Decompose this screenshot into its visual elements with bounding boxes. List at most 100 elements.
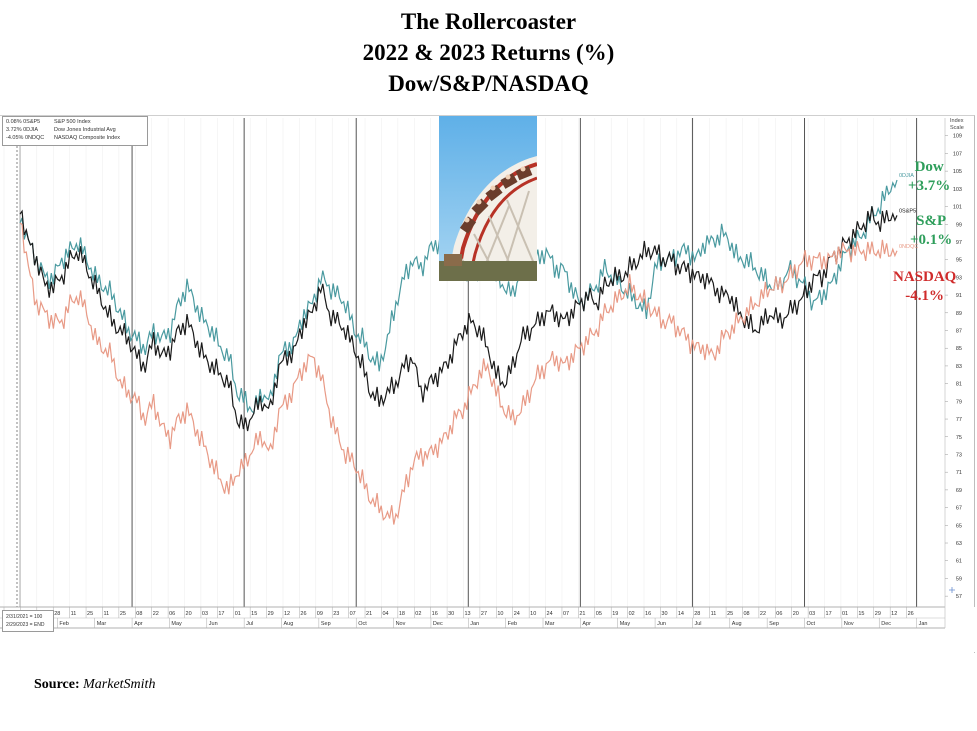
week-tick-label: 07 <box>350 611 356 617</box>
chart-date-note: 2/31/2021 = 100 2/29/2023 = END <box>2 610 54 632</box>
index-scale-label: Index Scale <box>950 118 964 132</box>
month-tick-label: Feb <box>508 621 517 627</box>
sp-return-annotation: S&P +0.1% <box>910 212 952 250</box>
week-tick-label: 12 <box>891 611 897 617</box>
series-end-tag: 0NDQC <box>899 244 918 250</box>
source-name: MarketSmith <box>83 677 156 692</box>
y-tick-label: 65 <box>956 523 962 529</box>
sp-label: S&P <box>916 213 947 229</box>
month-tick-label: Mar <box>97 621 107 627</box>
week-tick-label: 30 <box>448 611 454 617</box>
y-tick-label: 77 <box>956 417 962 423</box>
legend-value: -4.05% 0NDQC <box>6 135 45 141</box>
x-axis-strip <box>0 607 975 652</box>
nasdaq-return: -4.1% <box>905 288 945 304</box>
week-tick-label: 03 <box>809 611 815 617</box>
week-tick-label: 10 <box>497 611 503 617</box>
week-tick-label: 11 <box>71 611 77 617</box>
month-tick-label: Jan <box>919 621 928 627</box>
y-tick-label: 67 <box>956 506 962 512</box>
y-tick-label: 79 <box>956 399 962 405</box>
week-tick-label: 21 <box>579 611 585 617</box>
series-line-0ndqc <box>19 222 898 525</box>
month-tick-label: May <box>171 621 182 627</box>
week-tick-label: 08 <box>743 611 749 617</box>
legend-name: NASDAQ Composite Index <box>54 135 121 141</box>
y-tick-label: 91 <box>956 293 962 299</box>
month-tick-label: Sep <box>321 621 331 627</box>
y-tick-label: 87 <box>956 329 962 335</box>
week-tick-label: 26 <box>908 611 914 617</box>
month-tick-label: Jul <box>246 621 253 627</box>
week-tick-label: 12 <box>284 611 290 617</box>
week-tick-label: 25 <box>87 611 93 617</box>
note-line-1: 2/31/2021 = 100 <box>6 614 43 620</box>
legend-value: 0.08% 0S&P5 <box>6 119 41 125</box>
week-tick-label: 25 <box>120 611 126 617</box>
y-tick-label: 97 <box>956 240 962 246</box>
y-tick-label: 103 <box>953 187 962 193</box>
week-tick-label: 26 <box>300 611 306 617</box>
y-tick-label: 107 <box>953 151 962 157</box>
y-tick-label: 71 <box>956 470 962 476</box>
series-line-0sp5 <box>19 206 898 432</box>
week-tick-label: 06 <box>169 611 175 617</box>
y-tick-label: 95 <box>956 258 962 264</box>
week-tick-label: 17 <box>826 611 832 617</box>
title-line-3: Dow/S&P/NASDAQ <box>388 71 589 96</box>
index-scale-line-2: Scale <box>950 125 964 131</box>
week-tick-label: 24 <box>547 611 553 617</box>
week-tick-label: 18 <box>399 611 405 617</box>
month-tick-label: Nov <box>844 621 854 627</box>
week-tick-label: 28 <box>54 611 60 617</box>
month-tick-label: Apr <box>134 621 143 627</box>
week-tick-label: 03 <box>202 611 208 617</box>
week-tick-label: 02 <box>629 611 635 617</box>
series-end-tag: 0DJIA <box>899 173 914 179</box>
legend-item-dow: 3.72% 0DJIA Dow Jones Industrial Avg <box>6 126 144 134</box>
y-tick-label: 59 <box>956 576 962 582</box>
legend-name: S&P 500 Index <box>54 119 91 125</box>
week-tick-label: 14 <box>678 611 684 617</box>
axis-layer: 1731142811251125082206200317011529122609… <box>0 118 975 652</box>
month-tick-label: Apr <box>582 621 591 627</box>
week-tick-label: 20 <box>186 611 192 617</box>
month-tick-label: Jun <box>209 621 218 627</box>
y-tick-label: 63 <box>956 541 962 547</box>
legend-name: Dow Jones Industrial Avg <box>54 127 116 133</box>
y-tick-label: 101 <box>953 205 962 211</box>
y-tick-label: 99 <box>956 222 962 228</box>
week-tick-label: 28 <box>694 611 700 617</box>
y-tick-label: 109 <box>953 134 962 140</box>
nasdaq-return-annotation: NASDAQ -4.1% <box>893 268 956 306</box>
month-tick-label: Nov <box>396 621 406 627</box>
chart-frame <box>0 115 975 653</box>
week-tick-label: 27 <box>481 611 487 617</box>
week-tick-label: 24 <box>514 611 520 617</box>
series-tag-layer: 0DJIA 0S&P5 0NDQC <box>899 173 918 250</box>
week-tick-label: 15 <box>251 611 257 617</box>
rollercoaster-photo <box>439 116 537 281</box>
week-tick-label: 29 <box>875 611 881 617</box>
y-tick-label: 73 <box>956 452 962 458</box>
week-tick-label: 16 <box>645 611 651 617</box>
series-end-tag: 0S&P5 <box>899 208 916 214</box>
month-tick-label: Jul <box>694 621 701 627</box>
nasdaq-label: NASDAQ <box>893 269 957 285</box>
title-line-1: The Rollercoaster <box>400 9 577 34</box>
y-tick-label: 57 <box>956 594 962 600</box>
y-tick-label: 61 <box>956 559 962 565</box>
source-label: Source: <box>34 677 80 692</box>
week-tick-label: 22 <box>760 611 766 617</box>
week-tick-label: 07 <box>563 611 569 617</box>
y-tick-label: 83 <box>956 364 962 370</box>
sp-return: +0.1% <box>910 232 953 248</box>
y-tick-label: 85 <box>956 346 962 352</box>
week-tick-label: 05 <box>596 611 602 617</box>
dow-return: +3.7% <box>908 178 951 194</box>
week-tick-label: 08 <box>136 611 142 617</box>
week-tick-label: 30 <box>661 611 667 617</box>
week-tick-label: 23 <box>333 611 339 617</box>
week-tick-label: 02 <box>415 611 421 617</box>
